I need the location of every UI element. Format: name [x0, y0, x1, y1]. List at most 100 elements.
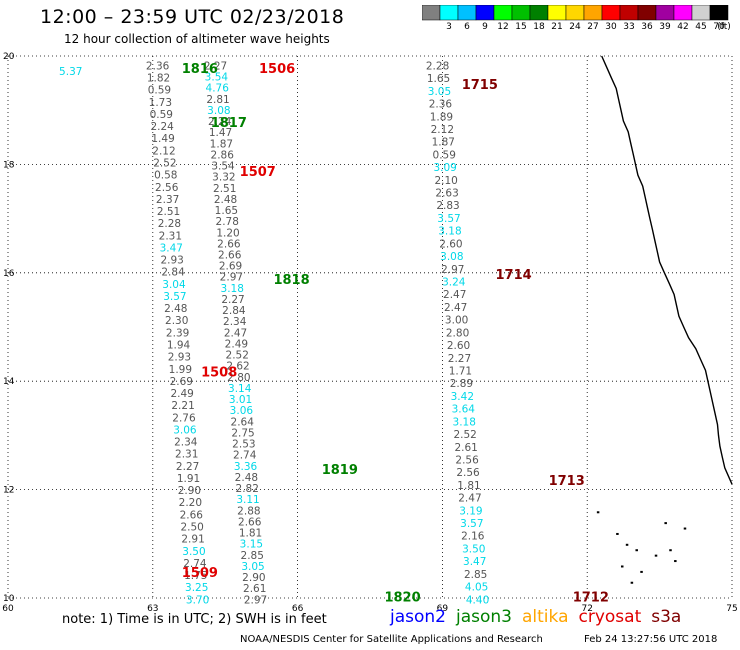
- wave-height-value: 4.40: [466, 594, 489, 606]
- wave-height-value: 3.01: [229, 394, 252, 406]
- wave-height-value: 2.27: [448, 353, 471, 365]
- wave-height-value: 2.66: [180, 509, 204, 521]
- lat-tick-label: 12: [3, 486, 14, 496]
- wave-height-value: 3.18: [221, 283, 244, 295]
- island: [596, 511, 600, 514]
- lon-tick-label: 75: [726, 604, 737, 614]
- island: [669, 549, 672, 552]
- wave-height-value: 1.81: [239, 528, 262, 540]
- pass-number-label: 1818: [273, 273, 309, 288]
- island: [630, 581, 634, 584]
- wave-height-value: 2.86: [211, 149, 235, 161]
- wave-height-value: 0.59: [148, 85, 171, 97]
- wave-height-value: 2.75: [231, 427, 254, 439]
- legend-label: 70: [713, 22, 725, 32]
- wave-height-value: 4.76: [206, 83, 230, 95]
- wave-height-value: 2.28: [426, 60, 449, 72]
- wave-height-value: 3.18: [438, 226, 461, 238]
- legend-label: 45: [695, 22, 707, 32]
- wave-height-value: 2.21: [171, 400, 194, 412]
- wave-height-value: 3.05: [241, 561, 264, 573]
- wave-height-value: 2.61: [243, 583, 266, 595]
- legend-label: 33: [623, 22, 635, 32]
- wave-height-value: 2.10: [434, 175, 457, 187]
- lon-tick-label: 69: [437, 604, 449, 614]
- pass-number-label: 1506: [259, 62, 295, 77]
- wave-height-value: 2.27: [176, 461, 199, 473]
- island: [620, 565, 624, 568]
- wave-height-value: 3.18: [453, 416, 476, 428]
- legend-label: 15: [515, 22, 527, 32]
- legend-unit: (ft): [717, 22, 731, 32]
- wave-height-value: 2.24: [150, 121, 174, 133]
- wave-height-value: 3.47: [463, 556, 486, 568]
- wave-height-value: 2.47: [224, 327, 247, 339]
- wave-height-value: 1.65: [215, 205, 238, 217]
- wave-height-value: 2.34: [223, 316, 247, 328]
- lon-tick-label: 63: [147, 604, 158, 614]
- wave-height-value: 2.80: [446, 327, 469, 339]
- wave-height-value: 1.82: [147, 73, 170, 85]
- pass-number-label: 1819: [322, 463, 358, 478]
- lat-tick-label: 10: [3, 594, 15, 604]
- wave-height-value: 3.57: [437, 213, 460, 225]
- legend-label: 36: [641, 22, 653, 32]
- wave-height-value: 5.37: [59, 66, 82, 78]
- wave-height-value: 2.76: [172, 412, 196, 424]
- wave-height-value: 3.15: [240, 539, 263, 551]
- island: [674, 560, 677, 563]
- wave-height-value: 0.58: [154, 170, 177, 182]
- wave-height-value: 0.59: [150, 109, 173, 121]
- wave-height-value: 2.47: [443, 289, 466, 301]
- wave-height-value: 3.06: [230, 405, 254, 417]
- satellite-jason3: jason3: [456, 607, 512, 627]
- wave-height-value: 2.69: [170, 376, 193, 388]
- pass-number-label: 1712: [573, 590, 609, 605]
- wave-height-value: 2.85: [241, 550, 264, 562]
- legend-label: 30: [605, 22, 617, 32]
- wave-height-value: 4.05: [465, 582, 488, 594]
- wave-height-value: 2.63: [435, 188, 458, 200]
- coastline: [601, 55, 733, 485]
- legend-label: 9: [482, 22, 488, 32]
- wave-height-value: 3.42: [451, 391, 474, 403]
- wave-height-value: 2.50: [180, 521, 203, 533]
- wave-height-value: 2.12: [431, 124, 454, 136]
- wave-height-value: 2.39: [166, 327, 189, 339]
- wave-height-value: 1.81: [457, 480, 480, 492]
- wave-height-value: 2.84: [222, 305, 246, 317]
- wave-height-value: 1.99: [169, 364, 192, 376]
- satellite-altika: altika: [522, 607, 569, 627]
- wave-height-value: 2.28: [158, 218, 181, 230]
- wave-height-value: 2.60: [439, 238, 462, 250]
- wave-height-value: 2.64: [231, 416, 255, 428]
- wave-height-value: 3.50: [182, 546, 205, 558]
- wave-height-value: 2.31: [159, 230, 182, 242]
- wave-height-value: 2.56: [456, 467, 480, 479]
- wave-height-value: 2.52: [453, 429, 476, 441]
- wave-height-value: 3.06: [173, 424, 197, 436]
- wave-height-value: 2.81: [206, 94, 229, 106]
- wave-height-value: 3.04: [162, 279, 186, 291]
- wave-height-value: 2.47: [444, 302, 467, 314]
- lat-tick-label: 20: [3, 52, 15, 62]
- footer-credit: NOAA/NESDIS Center for Satellite Applica…: [240, 634, 543, 645]
- wave-height-value: 2.49: [170, 388, 193, 400]
- pass-number-label: 1507: [240, 165, 276, 180]
- wave-height-value: 2.36: [429, 99, 453, 111]
- wave-height-value: 2.62: [226, 361, 249, 373]
- legend-label: 42: [677, 22, 689, 32]
- wave-height-value: 2.24: [208, 116, 232, 128]
- lon-tick-label: 60: [2, 604, 14, 614]
- wave-height-value: 2.20: [179, 497, 202, 509]
- wave-height-value: 2.78: [216, 216, 239, 228]
- wave-height-value: 2.97: [441, 264, 464, 276]
- lon-tick-label: 66: [292, 604, 304, 614]
- wave-height-value: 2.56: [155, 182, 179, 194]
- wave-height-value: 2.31: [175, 449, 198, 461]
- pass-number-label: 1816: [182, 62, 218, 77]
- wave-height-value: 2.30: [165, 315, 188, 327]
- wave-height-value: 2.66: [218, 249, 242, 261]
- wave-height-value: 2.37: [156, 194, 179, 206]
- wave-height-value: 2.27: [221, 294, 244, 306]
